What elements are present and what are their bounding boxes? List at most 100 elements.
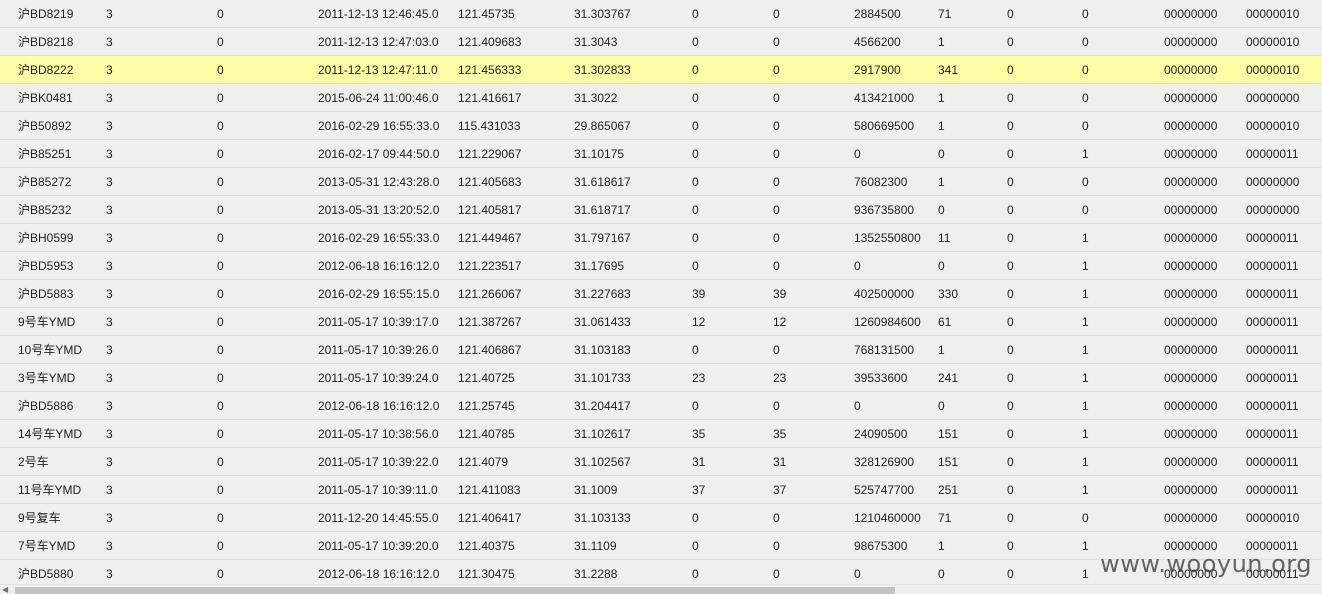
vehicle-name-cell: 沪B50892 (0, 111, 106, 140)
table-cell: 24090500 (854, 419, 938, 448)
table-cell: 1 (1082, 279, 1164, 308)
table-row[interactable]: 沪BD5880 3 0 2012-06-18 16:16:12.0 121.30475 3… (0, 559, 1322, 588)
table-cell: 0 (854, 139, 938, 168)
table-cell: 3 (106, 167, 217, 196)
horizontal-scrollbar[interactable]: ◀ (0, 584, 1322, 594)
table-cell: 3 (106, 195, 217, 224)
table-cell: 402500000 (854, 279, 938, 308)
vehicle-name-cell: 9号车YMD (0, 307, 106, 336)
table-row[interactable]: 14号车YMD 3 0 2011-05-17 10:38:56.0 121.40785 3… (0, 419, 1322, 448)
table-row[interactable]: 10号车YMD 3 0 2011-05-17 10:39:26.0 121.406867… (0, 335, 1322, 364)
table-cell: 0 (1007, 391, 1082, 420)
table-cell: 0 (1082, 195, 1164, 224)
table-cell: 0 (1082, 55, 1164, 84)
table-cell: 0 (773, 251, 854, 280)
table-cell: 0 (217, 335, 318, 364)
vehicle-name-cell: 沪BD5886 (0, 391, 106, 420)
table-cell: 0 (773, 391, 854, 420)
table-cell: 0 (938, 195, 1007, 224)
table-cell: 00000000 (1164, 391, 1246, 420)
table-cell: 35 (773, 419, 854, 448)
table-cell: 251 (938, 475, 1007, 504)
vehicle-name-cell: 沪B85232 (0, 195, 106, 224)
table-cell: 00000000 (1164, 167, 1246, 196)
table-cell: 121.406867 (458, 335, 574, 364)
table-cell: 1 (1082, 419, 1164, 448)
table-cell: 0 (1082, 83, 1164, 112)
table-cell: 31.227683 (574, 279, 692, 308)
table-row[interactable]: 沪BD5886 3 0 2012-06-18 16:16:12.0 121.25745 3… (0, 391, 1322, 420)
table-cell: 00000000 (1164, 251, 1246, 280)
table-cell: 2011-05-17 10:39:17.0 (318, 307, 458, 336)
table-row[interactable]: 沪BH0599 3 0 2016-02-29 16:55:33.0 121.449467… (0, 223, 1322, 252)
vehicle-name-cell: 11号车YMD (0, 475, 106, 504)
table-row[interactable]: 沪BD8222 3 0 2011-12-13 12:47:11.0 121.456333… (0, 55, 1322, 84)
table-row[interactable]: 2号车 3 0 2011-05-17 10:39:22.0 121.4079 31.102… (0, 447, 1322, 476)
table-row[interactable]: 沪BD5883 3 0 2016-02-29 16:55:15.0 121.266067… (0, 279, 1322, 308)
table-cell: 2013-05-31 12:43:28.0 (318, 167, 458, 196)
table-cell: 00000011 (1246, 391, 1322, 420)
table-cell: 11 (938, 223, 1007, 252)
table-cell: 151 (938, 447, 1007, 476)
table-row[interactable]: 9号复车 3 0 2011-12-20 14:45:55.0 121.406417 31.… (0, 503, 1322, 532)
table-cell: 0 (938, 391, 1007, 420)
table-cell: 00000011 (1246, 279, 1322, 308)
table-cell: 0 (217, 251, 318, 280)
table-cell: 71 (938, 503, 1007, 532)
table-cell: 121.456333 (458, 55, 574, 84)
table-cell: 1 (1082, 307, 1164, 336)
table-cell: 29.865067 (574, 111, 692, 140)
table-row[interactable]: 9号车YMD 3 0 2011-05-17 10:39:17.0 121.387267 3… (0, 307, 1322, 336)
table-cell: 3 (106, 447, 217, 476)
table-cell: 0 (773, 139, 854, 168)
table-row[interactable]: 沪B50892 3 0 2016-02-29 16:55:33.0 115.431033… (0, 111, 1322, 140)
table-cell: 00000000 (1164, 195, 1246, 224)
table-cell: 0 (692, 335, 773, 364)
table-cell: 2016-02-29 16:55:33.0 (318, 111, 458, 140)
table-cell: 2884500 (854, 0, 938, 28)
table-row[interactable]: 沪BK0481 3 0 2015-06-24 11:00:46.0 121.416617… (0, 83, 1322, 112)
table-cell: 31.1009 (574, 475, 692, 504)
table-cell: 00000000 (1164, 559, 1246, 588)
table-cell: 31.618717 (574, 195, 692, 224)
scroll-left-arrow-icon[interactable]: ◀ (2, 585, 9, 594)
table-cell: 413421000 (854, 83, 938, 112)
table-cell: 3 (106, 139, 217, 168)
table-cell: 0 (1007, 279, 1082, 308)
table-row[interactable]: 沪BD8219 3 0 2011-12-13 12:46:45.0 121.45735 3… (0, 0, 1322, 28)
table-cell: 00000000 (1164, 307, 1246, 336)
table-cell: 31.101733 (574, 363, 692, 392)
table-cell: 0 (692, 503, 773, 532)
table-cell: 121.266067 (458, 279, 574, 308)
table-cell: 0 (773, 167, 854, 196)
table-row[interactable]: 沪BD5953 3 0 2012-06-18 16:16:12.0 121.223517… (0, 251, 1322, 280)
table-cell: 0 (692, 27, 773, 56)
table-row[interactable]: 沪B85272 3 0 2013-05-31 12:43:28.0 121.405683… (0, 167, 1322, 196)
table-cell: 0 (1007, 27, 1082, 56)
table-cell: 2016-02-17 09:44:50.0 (318, 139, 458, 168)
table-cell: 31.2288 (574, 559, 692, 588)
table-row[interactable]: 11号车YMD 3 0 2011-05-17 10:39:11.0 121.411083… (0, 475, 1322, 504)
table-cell: 121.45735 (458, 0, 574, 28)
table-cell: 1 (938, 27, 1007, 56)
table-cell: 0 (773, 111, 854, 140)
table-cell: 00000000 (1164, 475, 1246, 504)
table-cell: 121.223517 (458, 251, 574, 280)
table-cell: 936735800 (854, 195, 938, 224)
table-row[interactable]: 沪B85251 3 0 2016-02-17 09:44:50.0 121.229067… (0, 139, 1322, 168)
table-cell: 0 (217, 223, 318, 252)
table-cell: 31.102617 (574, 419, 692, 448)
table-row[interactable]: 沪BD8218 3 0 2011-12-13 12:47:03.0 121.409683… (0, 27, 1322, 56)
table-row[interactable]: 沪B85232 3 0 2013-05-31 13:20:52.0 121.405817… (0, 195, 1322, 224)
table-row[interactable]: 7号车YMD 3 0 2011-05-17 10:39:20.0 121.40375 31… (0, 531, 1322, 560)
table-cell: 00000011 (1246, 307, 1322, 336)
scrollbar-thumb[interactable] (15, 587, 895, 594)
table-row[interactable]: 3号车YMD 3 0 2011-05-17 10:39:24.0 121.40725 31… (0, 363, 1322, 392)
table-cell: 0 (692, 167, 773, 196)
table-cell: 00000000 (1164, 223, 1246, 252)
table-cell: 1210460000 (854, 503, 938, 532)
table-cell: 23 (773, 363, 854, 392)
table-cell: 1 (1082, 251, 1164, 280)
table-cell: 2011-05-17 10:39:22.0 (318, 447, 458, 476)
